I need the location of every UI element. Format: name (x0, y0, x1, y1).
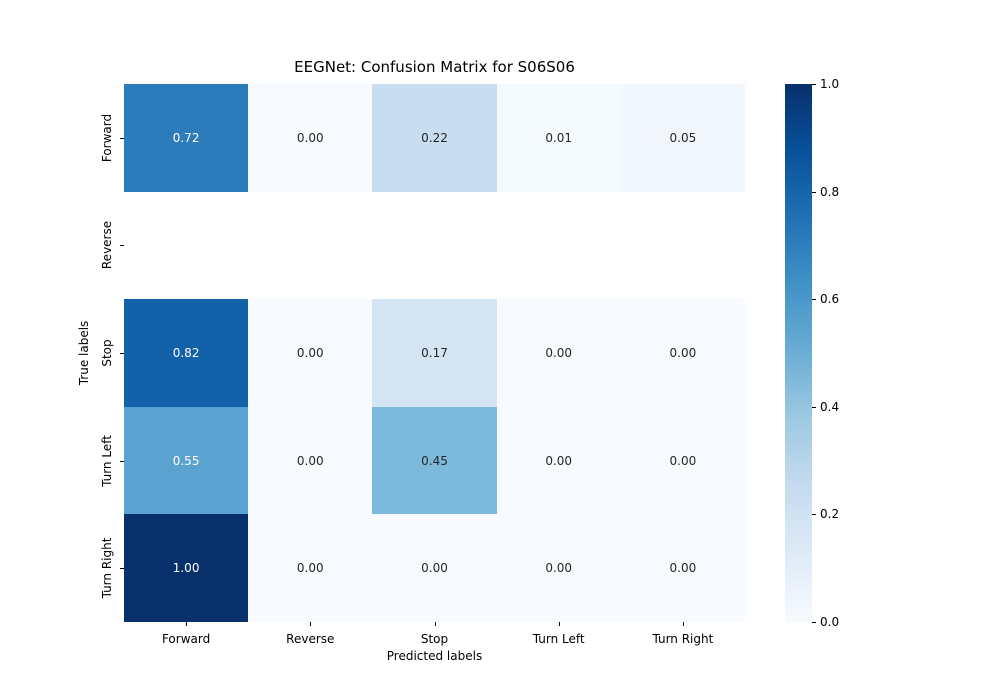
x-axis-label: Predicted labels (386, 649, 483, 663)
heatmap-cell: 0.00 (496, 406, 621, 515)
heatmap-cell: 0.00 (496, 299, 621, 407)
x-tick-mark (682, 622, 684, 626)
colorbar-tick-label: 0.2 (820, 507, 840, 522)
heatmap-grid: 0.72 0.00 0.22 0.01 0.05 0.82 0.00 0.17 0.00 0.00… (124, 84, 745, 622)
colorbar-tick-label: 0.6 (820, 292, 840, 307)
colorbar-tick-label: 1.0 (820, 77, 840, 91)
heatmap-cell: 0.00 (620, 514, 745, 622)
y-tick-label: Stop (100, 339, 114, 367)
x-tick-mark (310, 622, 312, 626)
heatmap-cell: 0.00 (248, 84, 373, 192)
colorbar-tick-mark (812, 622, 816, 623)
heatmap-cell (124, 191, 249, 300)
colorbar-tick-mark (812, 191, 816, 193)
x-tick-label: Stop (420, 632, 449, 646)
colorbar-tick-label: 0.8 (820, 184, 840, 199)
heatmap-cell: 0.00 (248, 406, 373, 515)
y-tick-label: Reverse (100, 221, 114, 270)
colorbar-tick-mark (812, 299, 816, 301)
heatmap-cell: 0.00 (620, 406, 745, 515)
x-tick-label: Turn Right (652, 632, 714, 646)
y-tick-label: Turn Right (100, 537, 114, 599)
x-tick-mark (558, 622, 560, 626)
heatmap-cell: 0.45 (372, 406, 497, 515)
heatmap-cell: 0.00 (496, 514, 621, 622)
y-tick-label: Forward (100, 113, 114, 162)
y-tick-label: Turn Left (100, 434, 114, 487)
heatmap-cell: 1.00 (124, 514, 249, 622)
y-tick-mark (120, 353, 124, 354)
heatmap-cell: 0.00 (372, 514, 497, 622)
y-tick-mark (120, 245, 124, 247)
heatmap-cell (248, 191, 373, 300)
heatmap-cell (372, 191, 497, 300)
x-tick-mark (186, 622, 188, 626)
y-tick-mark (120, 460, 124, 462)
heatmap-cell: 0.22 (372, 84, 497, 192)
heatmap-cell: 0.05 (620, 84, 745, 192)
heatmap-cell: 0.00 (620, 299, 745, 407)
colorbar-tick-mark (812, 84, 816, 85)
colorbar-tick-label: 0.4 (820, 399, 840, 414)
heatmap-cell: 0.82 (124, 299, 249, 407)
x-tick-mark (434, 622, 436, 626)
heatmap-cell (496, 191, 621, 300)
colorbar-tick-mark (812, 514, 816, 516)
x-tick-label: Turn Left (532, 632, 585, 646)
heatmap-cell: 0.00 (248, 299, 373, 407)
x-tick-label: Forward (161, 632, 211, 646)
y-tick-mark (120, 568, 124, 570)
y-tick-mark (120, 137, 124, 139)
chart-title: EEGNet: Confusion Matrix for S06S06 (294, 58, 575, 76)
colorbar-tick-label: 0.0 (820, 615, 840, 629)
colorbar-tick-mark (812, 406, 816, 408)
x-tick-label: Reverse (286, 632, 335, 646)
y-axis-label: True labels (77, 320, 91, 386)
heatmap-cell (620, 191, 745, 300)
heatmap-cell: 0.72 (124, 84, 249, 192)
heatmap-cell: 0.01 (496, 84, 621, 192)
heatmap-cell: 0.55 (124, 406, 249, 515)
heatmap-cell: 0.17 (372, 299, 497, 407)
colorbar (785, 84, 812, 622)
heatmap-cell: 0.00 (248, 514, 373, 622)
